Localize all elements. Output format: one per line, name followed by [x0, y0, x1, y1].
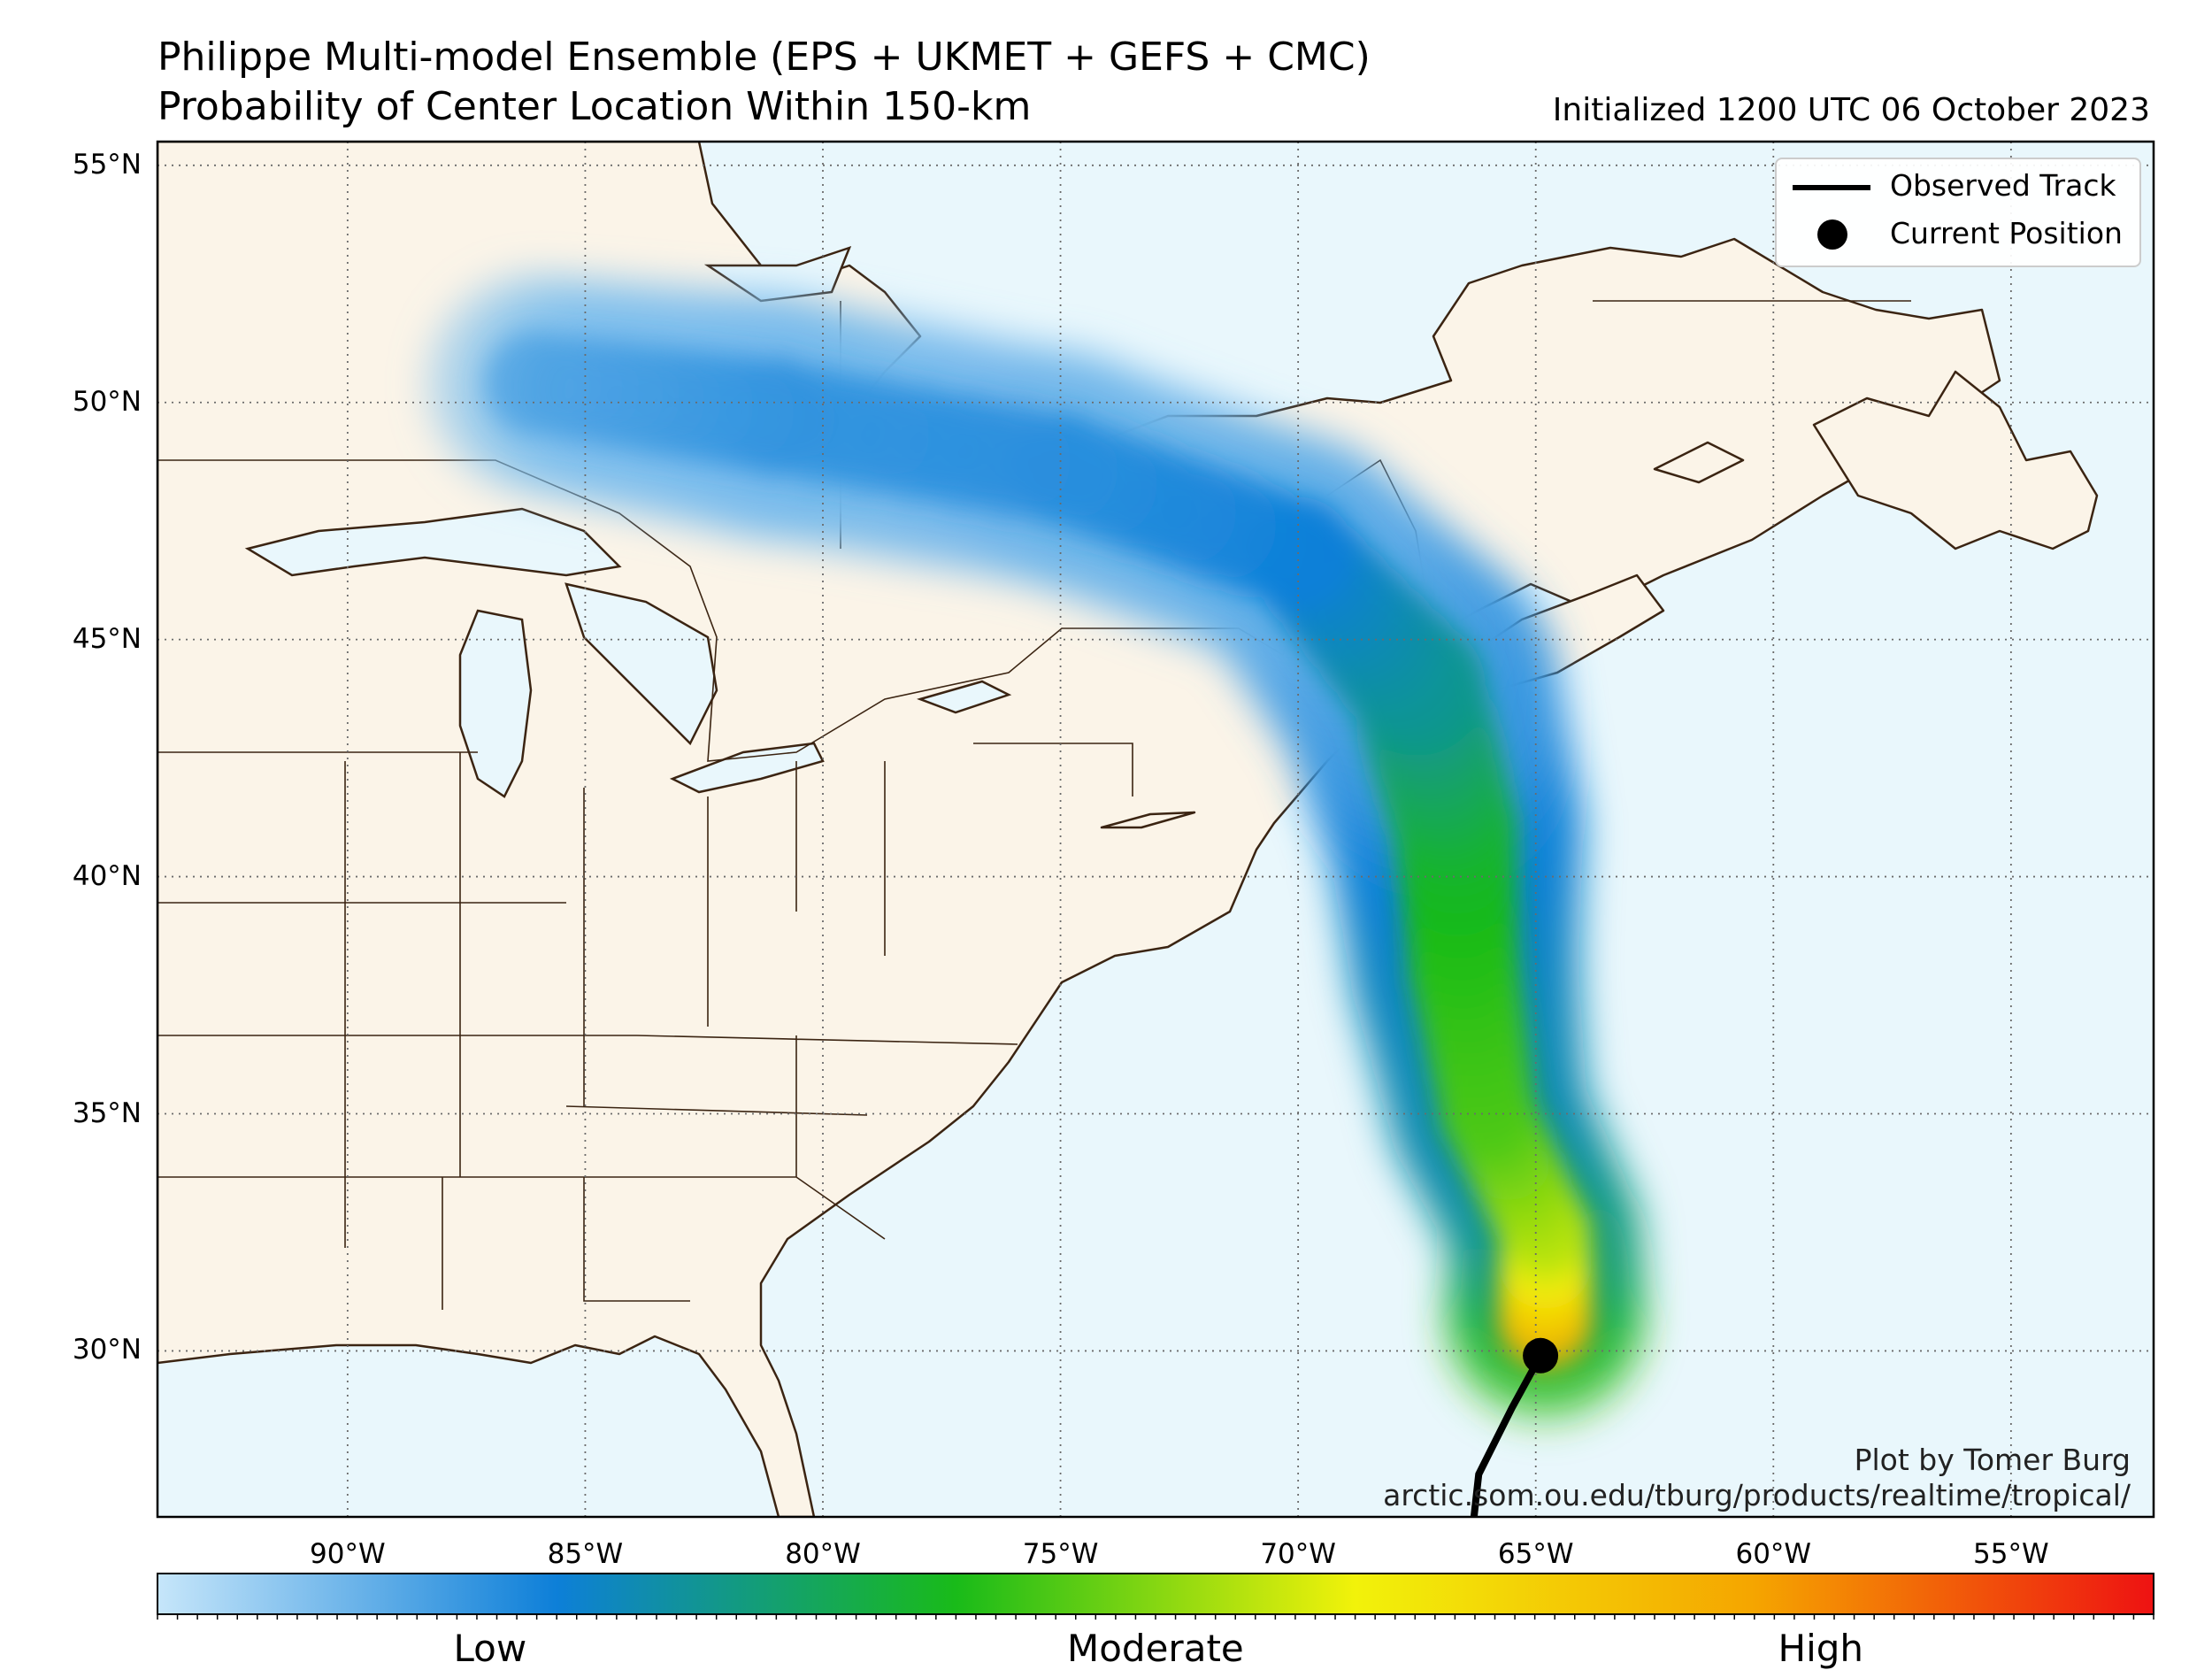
- latitude-label: 45°N: [72, 622, 142, 655]
- figure-title: Philippe Multi-model Ensemble (EPS + UKM…: [157, 35, 1371, 80]
- legend-item-position: Current Position: [1777, 216, 2139, 251]
- colorbar-label-high: High: [1778, 1627, 1864, 1670]
- colorbar-ticks: [157, 1614, 2154, 1620]
- latitude-label: 35°N: [72, 1097, 142, 1129]
- latitude-label: 50°N: [72, 385, 142, 418]
- lake-michigan: [458, 609, 533, 798]
- lake-superior: [244, 507, 622, 577]
- latitude-label: 30°N: [72, 1334, 142, 1366]
- probability-core-blob: [485, 330, 591, 436]
- probability-swath-core: [485, 330, 1594, 1371]
- credit-url: arctic.som.ou.edu/tburg/products/realtim…: [1383, 1478, 2131, 1512]
- observed-track-line: [1470, 1351, 1545, 1517]
- lake-erie: [669, 742, 825, 794]
- figure-subtitle: Probability of Center Location Within 15…: [157, 84, 1032, 129]
- graticule: [157, 142, 2154, 1517]
- credit-author: Plot by Tomer Burg: [1854, 1443, 2131, 1477]
- latitude-label: 55°N: [72, 148, 142, 181]
- track-line-swatch: [1793, 185, 1870, 190]
- legend-label-track: Observed Track: [1890, 168, 2116, 203]
- latitude-label: 40°N: [72, 859, 142, 892]
- longitude-label: 75°W: [1022, 1538, 1099, 1570]
- map-frame: [156, 140, 2155, 1519]
- longitude-label: 85°W: [547, 1538, 624, 1570]
- newfoundland: [1812, 370, 2099, 550]
- longitude-label: 90°W: [310, 1538, 386, 1570]
- lake-ontario: [917, 680, 1012, 714]
- longitude-label: 60°W: [1735, 1538, 1812, 1570]
- initialized-time: Initialized 1200 UTC 06 October 2023: [1552, 92, 2150, 128]
- colorbar: [157, 1573, 2154, 1620]
- long-island: [1100, 811, 1196, 829]
- current-position-marker: [1523, 1337, 1559, 1374]
- position-dot-swatch: [1817, 219, 1847, 250]
- longitude-label: 70°W: [1260, 1538, 1336, 1570]
- longitude-label: 55°W: [1973, 1538, 2049, 1570]
- longitude-label: 65°W: [1497, 1538, 1574, 1570]
- map-legend: Observed Track Current Position: [1775, 158, 2141, 267]
- southampton-isle: [1653, 441, 1745, 484]
- longitude-label: 80°W: [785, 1538, 861, 1570]
- legend-label-position: Current Position: [1890, 216, 2123, 250]
- colorbar-bar: [157, 1573, 2154, 1615]
- border-states-1: [157, 743, 1133, 1310]
- colorbar-label-low: Low: [453, 1627, 527, 1670]
- legend-item-track: Observed Track: [1777, 168, 2139, 204]
- colorbar-label-moderate: Moderate: [1067, 1627, 1244, 1670]
- lake-huron: [565, 582, 718, 746]
- great-lakes: [244, 245, 1012, 798]
